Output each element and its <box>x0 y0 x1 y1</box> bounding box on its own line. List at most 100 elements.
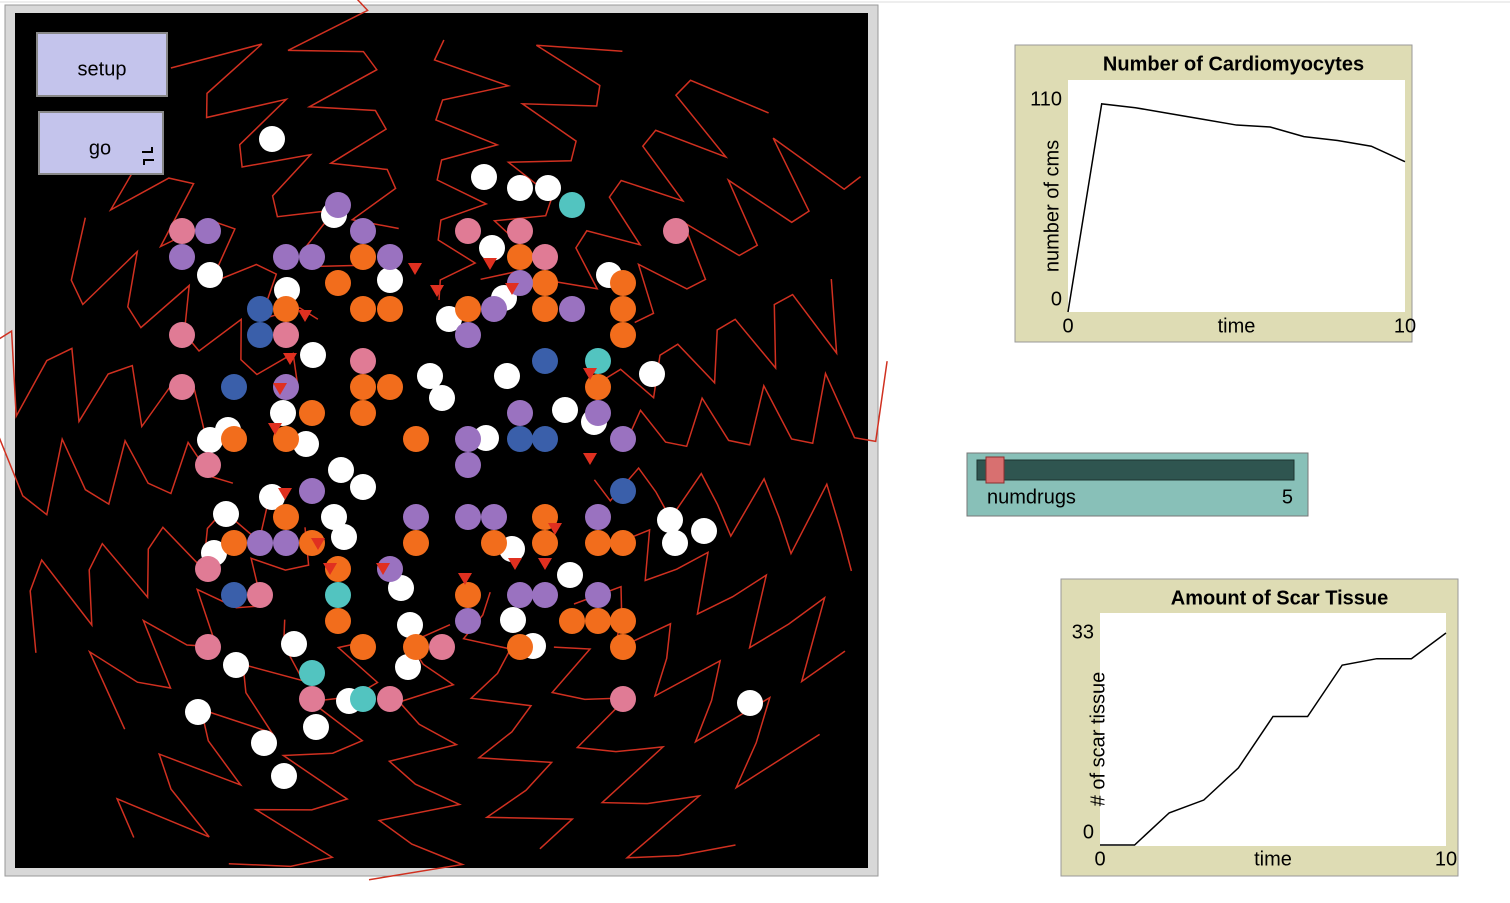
agent <box>221 530 247 556</box>
trail <box>0 436 234 517</box>
agent <box>532 530 558 556</box>
arrow-agent <box>298 310 312 322</box>
trail <box>552 79 769 290</box>
agent <box>610 608 636 634</box>
agent <box>663 218 689 244</box>
trail <box>593 466 853 572</box>
trail <box>87 527 310 730</box>
agent <box>610 322 636 348</box>
agent <box>377 267 403 293</box>
agent <box>507 426 533 452</box>
agent <box>429 385 455 411</box>
agent <box>507 400 533 426</box>
agent <box>273 426 299 452</box>
agent <box>532 270 558 296</box>
agent <box>507 582 533 608</box>
agent <box>331 524 357 550</box>
y-tick-label: 0 <box>1051 288 1062 310</box>
trail <box>368 624 466 881</box>
agent <box>273 296 299 322</box>
agent <box>403 634 429 660</box>
agent <box>259 126 285 152</box>
trail <box>623 361 888 448</box>
slider-track[interactable] <box>976 459 1295 481</box>
agent <box>299 530 325 556</box>
agent <box>559 608 585 634</box>
agent <box>494 363 520 389</box>
trail <box>550 646 736 859</box>
agent <box>195 452 221 478</box>
agent <box>610 530 636 556</box>
agent <box>532 348 558 374</box>
agent <box>197 427 223 453</box>
forever-icon <box>142 147 154 165</box>
agent <box>610 686 636 712</box>
agent <box>271 763 297 789</box>
arrow-agent <box>483 258 497 270</box>
agent <box>325 270 351 296</box>
slider[interactable]: numdrugs 5 <box>966 452 1309 517</box>
button-label: setup <box>78 58 127 80</box>
agent <box>223 652 249 678</box>
agent <box>532 582 558 608</box>
agent <box>429 634 455 660</box>
arrow-agent <box>323 563 337 575</box>
agent <box>299 400 325 426</box>
trail <box>462 591 575 850</box>
arrow-agent <box>538 558 552 570</box>
plot-panel: Number of Cardiomyocytes time number of cm… <box>1014 44 1416 343</box>
agent <box>247 296 273 322</box>
plot-line <box>1067 103 1406 313</box>
arrow-agent <box>548 523 562 535</box>
setup-button[interactable]: setup <box>36 32 168 97</box>
agent <box>247 322 273 348</box>
agent <box>350 634 376 660</box>
agent <box>251 730 277 756</box>
agent <box>377 556 403 582</box>
agent <box>299 244 325 270</box>
trail <box>170 43 360 268</box>
agent <box>377 686 403 712</box>
agent <box>221 582 247 608</box>
agent <box>169 374 195 400</box>
button-face[interactable] <box>38 111 164 175</box>
arrow-agent <box>505 283 519 295</box>
agent <box>610 296 636 322</box>
agent <box>325 556 351 582</box>
agent <box>585 530 611 556</box>
y-tick-label: 33 <box>1072 621 1094 643</box>
agent <box>221 426 247 452</box>
slider-knob[interactable] <box>985 456 1005 484</box>
agent <box>535 175 561 201</box>
agent <box>585 582 611 608</box>
plot-area <box>1100 613 1446 846</box>
button-face[interactable] <box>36 32 168 97</box>
agent <box>273 504 299 530</box>
agent <box>532 244 558 270</box>
agent <box>507 244 533 270</box>
agent <box>507 634 533 660</box>
trail <box>287 0 399 230</box>
agent <box>273 530 299 556</box>
agent <box>350 374 376 400</box>
arrow-agent <box>376 563 390 575</box>
world-agents <box>0 0 888 881</box>
arrow-agent <box>458 573 472 585</box>
agent <box>247 582 273 608</box>
agent <box>325 608 351 634</box>
trail <box>592 528 846 684</box>
agent <box>300 342 326 368</box>
agent <box>585 348 611 374</box>
plot-area <box>1068 80 1405 312</box>
agent <box>557 562 583 588</box>
agent <box>481 296 507 322</box>
agent <box>585 400 611 426</box>
go-button[interactable]: go <box>38 111 164 175</box>
agent <box>610 478 636 504</box>
agent <box>350 296 376 322</box>
agent <box>455 608 481 634</box>
agent <box>303 714 329 740</box>
x-tick-label: 10 <box>1435 848 1457 870</box>
agent <box>455 452 481 478</box>
